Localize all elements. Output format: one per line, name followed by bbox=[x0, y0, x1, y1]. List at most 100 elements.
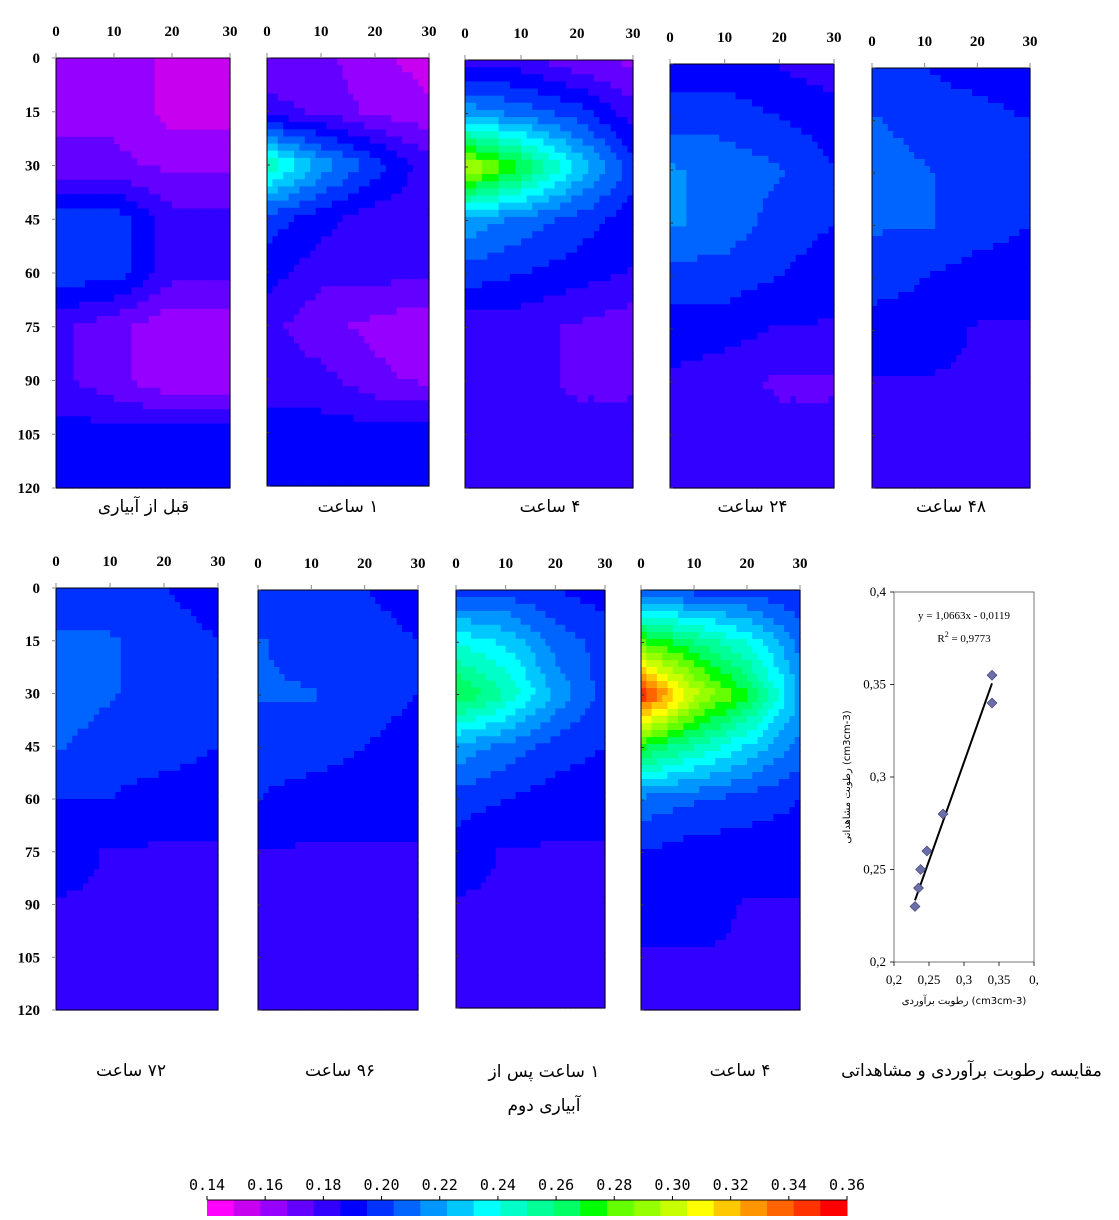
heatmap-cell bbox=[526, 117, 533, 125]
heatmap-cell bbox=[342, 457, 349, 466]
heatmap-cell bbox=[364, 214, 371, 223]
heatmap-cell bbox=[549, 216, 556, 225]
heatmap-cell bbox=[294, 400, 300, 409]
heatmap-cell bbox=[509, 359, 516, 368]
heatmap-cell bbox=[498, 159, 505, 168]
heatmap-cell bbox=[294, 207, 300, 216]
heatmap-cell bbox=[380, 357, 387, 366]
heatmap-cell bbox=[299, 329, 306, 337]
heatmap-cell bbox=[119, 287, 127, 296]
heatmap-cell bbox=[218, 287, 225, 296]
heatmap-cell bbox=[56, 323, 63, 331]
heatmap-cell bbox=[56, 151, 63, 159]
heatmap-cell bbox=[272, 357, 279, 366]
heatmap-cell bbox=[277, 193, 284, 202]
heatmap-cell bbox=[294, 314, 300, 323]
heatmap-cell bbox=[195, 473, 202, 482]
heatmap-cell bbox=[85, 466, 92, 475]
heatmap-cell bbox=[154, 344, 161, 353]
heatmap-cell bbox=[493, 252, 500, 261]
heatmap-cell bbox=[418, 478, 425, 487]
heatmap-cell bbox=[125, 194, 132, 202]
heatmap-cell bbox=[515, 152, 522, 161]
heatmap-cell bbox=[85, 215, 92, 224]
heatmap-cell bbox=[56, 394, 63, 403]
heatmap-cell bbox=[509, 81, 516, 90]
heatmap-cell bbox=[326, 179, 333, 187]
heatmap-cell bbox=[577, 345, 584, 354]
heatmap-cell bbox=[294, 200, 300, 209]
heatmap-cell bbox=[67, 323, 74, 331]
heatmap-cell bbox=[331, 464, 338, 473]
heatmap-cell bbox=[526, 202, 533, 211]
heatmap-cell bbox=[96, 179, 103, 188]
heatmap-cell bbox=[67, 122, 74, 131]
heatmap-cell bbox=[364, 172, 371, 180]
heatmap-cell bbox=[160, 373, 167, 382]
heatmap-cell bbox=[148, 366, 156, 374]
heatmap-cell bbox=[423, 329, 430, 337]
heatmap-cell bbox=[277, 300, 284, 309]
heatmap-cell bbox=[108, 86, 115, 95]
heatmap-cell bbox=[498, 302, 505, 311]
heatmap-cell bbox=[79, 466, 86, 475]
heatmap-cell bbox=[288, 307, 295, 316]
heatmap-cell bbox=[331, 72, 338, 80]
heatmap-cell bbox=[577, 109, 584, 118]
heatmap-cell bbox=[288, 272, 295, 280]
heatmap-cell bbox=[272, 386, 279, 394]
heatmap-cell bbox=[554, 224, 561, 232]
heatmap-cell bbox=[108, 380, 115, 389]
heatmap-cell bbox=[277, 272, 284, 280]
heatmap-cell bbox=[369, 193, 376, 202]
heatmap-cell bbox=[206, 144, 214, 152]
heatmap-cell bbox=[515, 345, 522, 354]
heatmap-cell bbox=[183, 194, 190, 202]
heatmap-cell bbox=[294, 421, 300, 430]
heatmap-cell bbox=[267, 329, 273, 337]
heatmap-cell bbox=[299, 386, 306, 394]
heatmap-cell bbox=[380, 436, 387, 444]
heatmap-cell bbox=[195, 287, 202, 296]
heatmap-cell bbox=[224, 459, 231, 468]
heatmap-cell bbox=[571, 88, 578, 97]
heatmap-cell bbox=[465, 288, 472, 296]
heatmap-cell bbox=[79, 151, 86, 159]
heatmap-cell bbox=[172, 409, 179, 417]
heatmap-cell bbox=[353, 115, 360, 123]
heatmap-cell bbox=[148, 158, 156, 167]
heatmap-cell bbox=[498, 288, 505, 296]
heatmap-cell bbox=[396, 58, 403, 66]
heatmap-cell bbox=[476, 124, 483, 132]
heatmap-cell bbox=[599, 124, 606, 132]
heatmap-cell bbox=[521, 309, 528, 318]
heatmap-cell bbox=[560, 302, 567, 311]
heatmap-cell bbox=[402, 436, 408, 444]
heatmap-cell bbox=[476, 238, 483, 247]
heatmap-cell bbox=[627, 366, 634, 375]
heatmap-cell bbox=[526, 323, 533, 332]
heatmap-cell bbox=[418, 207, 425, 216]
heatmap-cell bbox=[125, 208, 132, 217]
heatmap-cell bbox=[616, 302, 623, 311]
heatmap-cell bbox=[206, 301, 214, 310]
heatmap-cell bbox=[267, 143, 273, 152]
heatmap-cell bbox=[423, 379, 430, 387]
heatmap-cell bbox=[131, 287, 138, 296]
heatmap-cell bbox=[407, 264, 414, 273]
heatmap-cell bbox=[160, 308, 167, 317]
heatmap-cell bbox=[621, 67, 628, 75]
heatmap-cell bbox=[212, 208, 219, 217]
heatmap-cell bbox=[565, 67, 572, 75]
heatmap-cell bbox=[326, 357, 333, 366]
heatmap-cell bbox=[391, 272, 398, 280]
heatmap-cell bbox=[201, 387, 208, 396]
heatmap-cell bbox=[509, 274, 516, 282]
heatmap-cell bbox=[621, 138, 628, 147]
heatmap-cell bbox=[543, 302, 550, 311]
heatmap-cell bbox=[504, 359, 511, 368]
heatmap-cell bbox=[160, 172, 167, 181]
heatmap-cell bbox=[102, 108, 109, 116]
heatmap-cell bbox=[577, 245, 584, 254]
heatmap-cell bbox=[283, 229, 290, 237]
